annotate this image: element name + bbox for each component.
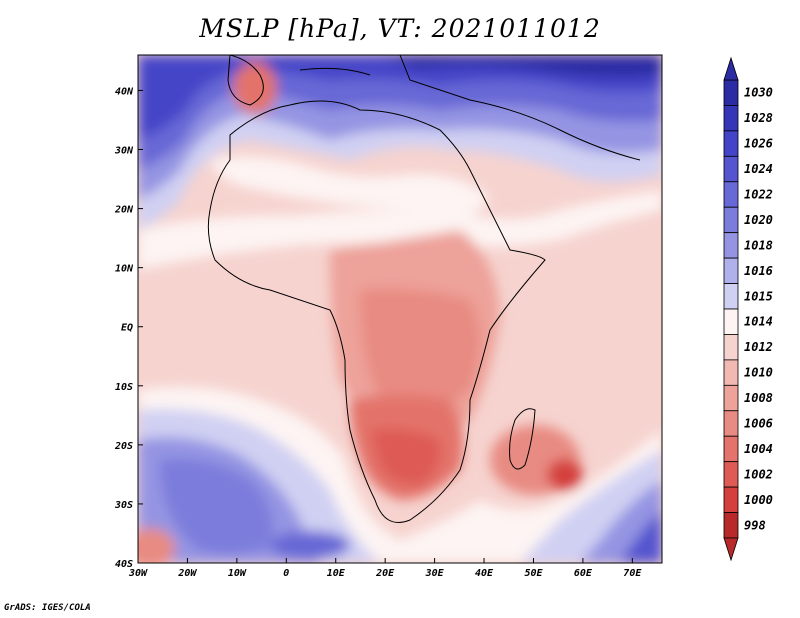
colorbar-swatch <box>723 486 739 513</box>
footer-credit: GrADS: IGES/COLA <box>4 603 91 613</box>
lat-tick-label: 30S <box>114 500 133 511</box>
colorbar-label: 1016 <box>744 264 773 278</box>
colorbar-swatch <box>723 283 739 310</box>
colorbar-swatch <box>723 206 739 234</box>
pressure-field <box>138 55 662 563</box>
colorbar-swatch <box>723 181 739 208</box>
colorbar-swatch <box>723 105 739 132</box>
colorbar-label: 998 <box>744 518 766 532</box>
lon-tick-label: 30W <box>128 568 148 579</box>
colorbar-label: 1020 <box>744 213 773 227</box>
lon-tick-label: 10E <box>327 568 346 579</box>
plot-frame <box>137 54 663 564</box>
colorbar-label: 1012 <box>744 340 773 354</box>
lat-tick-label: 40S <box>115 559 133 570</box>
lon-axis: 30W 20W 10W 0 10E 20E 30E 40E 50E 60E 70E <box>128 558 642 579</box>
colorbar-swatch <box>723 435 739 463</box>
colorbar-swatch <box>723 155 739 183</box>
lat-tick-label: 20N <box>114 205 134 216</box>
lat-tick-label: 30N <box>114 146 134 157</box>
lat-tick-label: 40N <box>115 86 134 97</box>
lon-tick-label: 70E <box>623 568 642 579</box>
colorbar-label: 1008 <box>744 391 773 405</box>
colorbar-label: 1024 <box>744 162 773 176</box>
colorbar-label: 1006 <box>744 417 773 431</box>
chart-title: MSLP [hPa], VT: 2021011012 <box>199 14 601 43</box>
colorbar-swatch <box>723 232 739 259</box>
lon-tick-label: 10W <box>228 568 247 579</box>
lat-tick-label: 10S <box>115 382 133 393</box>
colorbar-label: 1014 <box>744 315 773 329</box>
colorbar-swatch <box>723 130 739 157</box>
lon-tick-label: 60E <box>574 568 593 579</box>
colorbar: 1030 1028 1026 1024 1022 1020 1018 1016 1015 1014… <box>723 56 773 562</box>
lat-axis: 40N 30N 20N 10N EQ 10S 20S 30S 40S <box>114 86 143 570</box>
lat-tick-label: 10N <box>115 264 134 275</box>
colorbar-label: 1010 <box>744 366 773 380</box>
colorbar-swatch <box>723 461 739 488</box>
colorbar-swatch <box>723 334 739 361</box>
colorbar-swatch <box>723 308 739 335</box>
lat-tick-label: EQ <box>121 323 133 334</box>
colorbar-label: 1022 <box>744 188 773 202</box>
colorbar-swatch <box>723 257 739 284</box>
colorbar-top-arrow <box>723 56 739 81</box>
lon-tick-label: 20E <box>375 568 395 579</box>
colorbar-swatch <box>723 410 739 437</box>
colorbar-swatch <box>723 512 739 539</box>
colorbar-bottom-arrow <box>723 537 739 562</box>
colorbar-label: 1030 <box>744 86 773 100</box>
colorbar-label: 1000 <box>744 493 773 507</box>
colorbar-label: 1002 <box>744 467 773 481</box>
colorbar-label: 1026 <box>744 137 773 151</box>
lon-tick-label: 30E <box>425 568 445 579</box>
colorbar-label: 1028 <box>744 111 773 125</box>
lon-tick-label: 0 <box>283 568 289 579</box>
colorbar-label: 1015 <box>744 289 773 303</box>
colorbar-swatch <box>723 79 739 106</box>
lat-tick-label: 20S <box>114 441 133 452</box>
lon-tick-label: 20W <box>177 568 197 579</box>
lon-tick-label: 40E <box>475 568 494 579</box>
lon-tick-label: 50E <box>524 568 543 579</box>
colorbar-label: 1018 <box>744 238 773 252</box>
colorbar-swatch <box>723 384 739 412</box>
colorbar-label: 1004 <box>744 442 773 456</box>
colorbar-swatch <box>723 359 739 386</box>
